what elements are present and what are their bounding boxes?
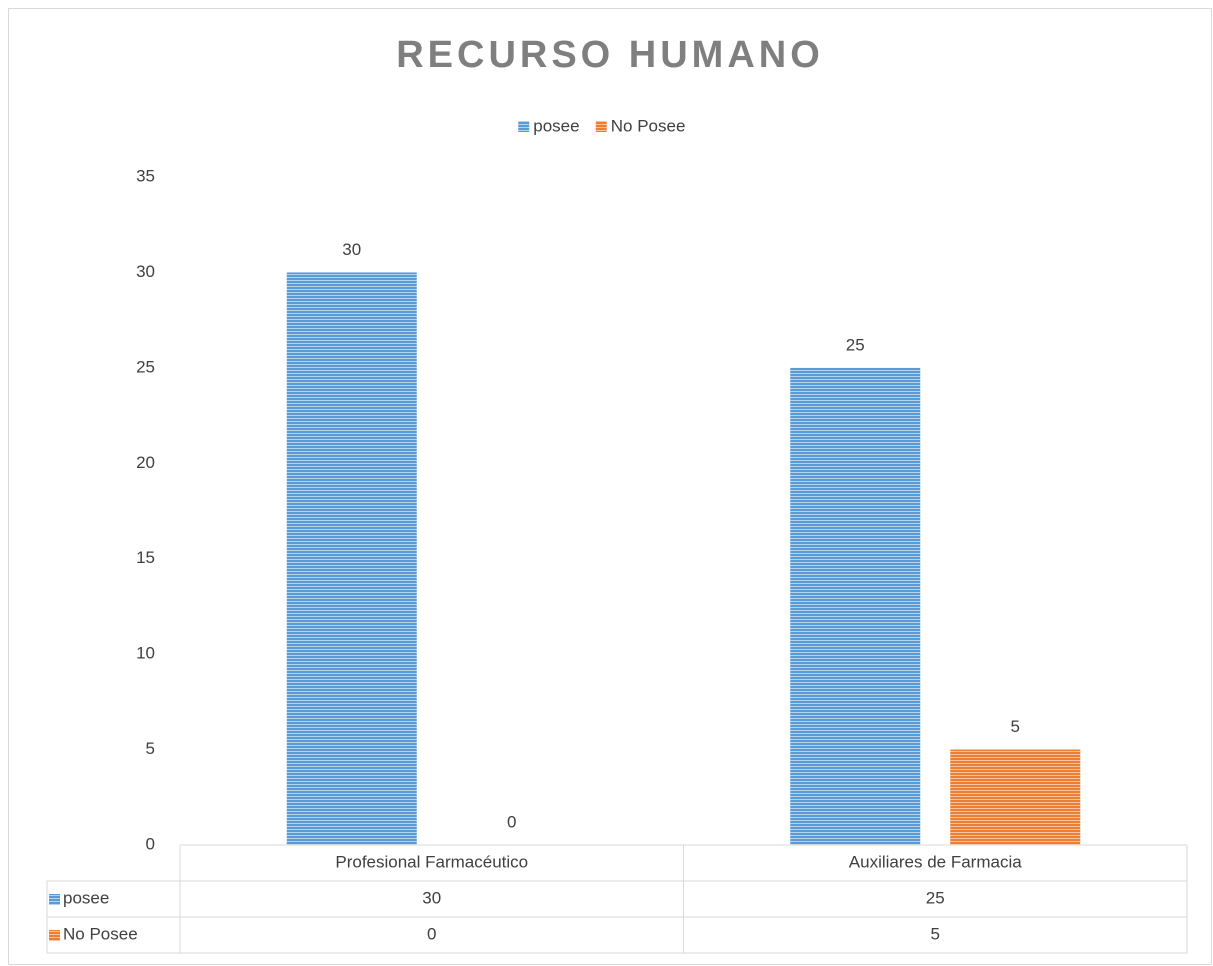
x-tick-label: Auxiliares de Farmacia: [849, 852, 1022, 871]
y-tick-label: 0: [146, 834, 155, 853]
table-swatch: [49, 930, 60, 941]
bar: [286, 272, 417, 845]
x-tick-label: Profesional Farmacéutico: [335, 852, 528, 871]
data-label: 25: [846, 335, 865, 354]
table-value: 5: [931, 924, 940, 943]
table-value: 25: [926, 888, 945, 907]
table-series-label: posee: [63, 888, 109, 907]
table-series-label: No Posee: [63, 924, 138, 943]
y-tick-label: 20: [136, 453, 155, 472]
bar: [950, 749, 1081, 845]
chart-border: [8, 8, 1212, 965]
y-tick-label: 25: [136, 357, 155, 376]
legend-swatch: [518, 121, 530, 132]
legend-label: No Posee: [611, 116, 686, 135]
y-tick-label: 5: [146, 739, 155, 758]
data-label: 0: [507, 812, 516, 831]
y-tick-label: 35: [136, 166, 155, 185]
chart-title: RECURSO HUMANO: [396, 34, 824, 76]
data-label: 30: [342, 240, 361, 259]
bar: [790, 367, 921, 845]
legend-label: posee: [533, 116, 579, 135]
table-value: 30: [422, 888, 441, 907]
table-value: 0: [427, 924, 436, 943]
data-label: 5: [1011, 717, 1020, 736]
y-tick-label: 30: [136, 262, 155, 281]
y-tick-label: 10: [136, 644, 155, 663]
y-tick-label: 15: [136, 548, 155, 567]
table-swatch: [49, 894, 60, 905]
legend-swatch: [595, 121, 607, 132]
